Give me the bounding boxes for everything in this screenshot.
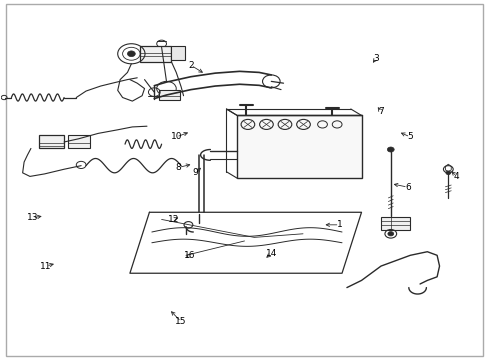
- Text: 11: 11: [40, 262, 52, 271]
- Bar: [380, 217, 409, 230]
- Text: 12: 12: [168, 215, 179, 224]
- Text: 16: 16: [184, 251, 195, 260]
- Bar: [237, 116, 361, 178]
- Text: 10: 10: [170, 132, 182, 141]
- Circle shape: [386, 147, 393, 152]
- Circle shape: [127, 51, 135, 57]
- Circle shape: [445, 171, 450, 175]
- Text: 9: 9: [192, 168, 198, 177]
- Bar: [140, 45, 171, 62]
- Text: 13: 13: [26, 213, 38, 222]
- Text: 14: 14: [265, 249, 276, 258]
- Text: 5: 5: [407, 132, 412, 141]
- Text: 2: 2: [188, 61, 193, 70]
- Text: 6: 6: [404, 183, 410, 192]
- Bar: [68, 135, 90, 148]
- Text: 4: 4: [453, 172, 459, 181]
- Text: 1: 1: [336, 220, 342, 229]
- Text: 8: 8: [176, 163, 181, 172]
- Bar: [159, 90, 179, 100]
- Bar: [39, 135, 64, 148]
- Text: 3: 3: [372, 54, 378, 63]
- Text: 15: 15: [175, 317, 186, 326]
- Circle shape: [387, 231, 393, 236]
- Text: 7: 7: [377, 107, 383, 116]
- Bar: [171, 46, 184, 60]
